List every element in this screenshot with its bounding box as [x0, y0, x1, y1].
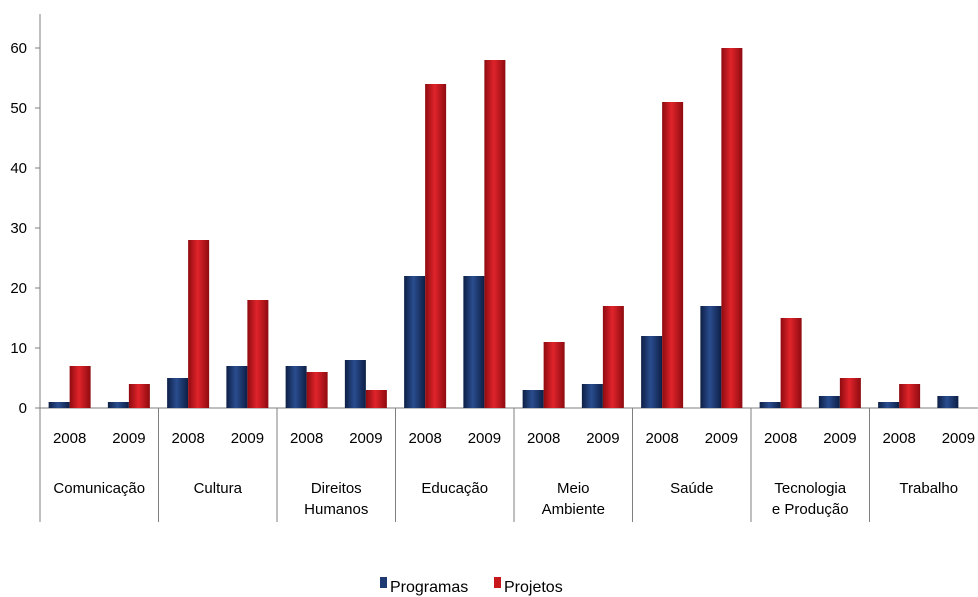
bar-programas [48, 402, 70, 408]
bar-programas [581, 384, 603, 408]
bar-projetos [188, 240, 210, 408]
x-year-label: 2008 [53, 430, 86, 447]
bar-programas [522, 390, 544, 408]
axis-labels: 0 10 20 30 40 50 60 2008 2009 Comunicação 2008 2009… [10, 40, 975, 518]
y-tick-label: 40 [10, 160, 27, 177]
bar-programas [641, 336, 663, 408]
bar-projetos [543, 342, 565, 408]
bar-programas [463, 276, 485, 408]
bar-projetos [69, 366, 91, 408]
legend-swatch-programas [380, 577, 387, 588]
bar-projetos [721, 48, 743, 408]
y-tick-label: 0 [19, 400, 27, 417]
legend-label-projetos: Projetos [504, 579, 563, 596]
y-tick-label: 10 [10, 340, 27, 357]
y-tick-label: 60 [10, 40, 27, 57]
bar-programas [404, 276, 426, 408]
x-year-label: 2009 [468, 430, 501, 447]
bar-projetos [425, 84, 447, 408]
x-category-label: Tecnologia [774, 480, 846, 497]
x-category-label: Comunicação [53, 480, 145, 497]
bar-projetos [484, 60, 506, 408]
bar-programas [107, 402, 129, 408]
x-year-label: 2009 [942, 430, 975, 447]
x-category-label: Educação [421, 480, 488, 497]
x-year-label: 2008 [290, 430, 323, 447]
x-category-label: Humanos [304, 501, 368, 518]
bar-programas [878, 402, 900, 408]
x-year-label: 2008 [764, 430, 797, 447]
bar-projetos [839, 378, 861, 408]
x-year-label: 2009 [112, 430, 145, 447]
x-category-label: Trabalho [899, 480, 958, 497]
x-year-label: 2008 [882, 430, 915, 447]
x-year-label: 2009 [586, 430, 619, 447]
legend-label-programas: Programas [390, 579, 468, 596]
legend: Programas Projetos [380, 577, 563, 596]
bar-programas [937, 396, 959, 408]
bar-programas [167, 378, 189, 408]
bar-projetos [128, 384, 150, 408]
y-tick-label: 50 [10, 100, 27, 117]
x-year-label: 2008 [527, 430, 560, 447]
bar-projetos [306, 372, 328, 408]
bars [48, 48, 959, 408]
legend-swatch-projetos [494, 577, 501, 588]
x-year-label: 2009 [823, 430, 856, 447]
y-tick-label: 20 [10, 280, 27, 297]
x-category-label: e Produção [772, 501, 849, 518]
x-category-label: Direitos [311, 480, 362, 497]
x-category-label: Saúde [670, 480, 713, 497]
bar-programas [818, 396, 840, 408]
bar-programas [344, 360, 366, 408]
x-year-label: 2009 [349, 430, 382, 447]
bar-programas [759, 402, 781, 408]
bar-projetos [365, 390, 387, 408]
y-tick-label: 30 [10, 220, 27, 237]
x-year-label: 2009 [705, 430, 738, 447]
bar-programas [285, 366, 307, 408]
bar-projetos [247, 300, 269, 408]
x-year-label: 2008 [408, 430, 441, 447]
x-year-label: 2008 [645, 430, 678, 447]
bar-projetos [899, 384, 921, 408]
bar-programas [700, 306, 722, 408]
bar-projetos [602, 306, 624, 408]
bar-programas [226, 366, 248, 408]
x-year-label: 2008 [171, 430, 204, 447]
bar-projetos [662, 102, 684, 408]
x-category-label: Cultura [194, 480, 243, 497]
x-category-label: Meio [557, 480, 590, 497]
x-category-label: Ambiente [542, 501, 605, 518]
bar-projetos [780, 318, 802, 408]
x-year-label: 2009 [231, 430, 264, 447]
